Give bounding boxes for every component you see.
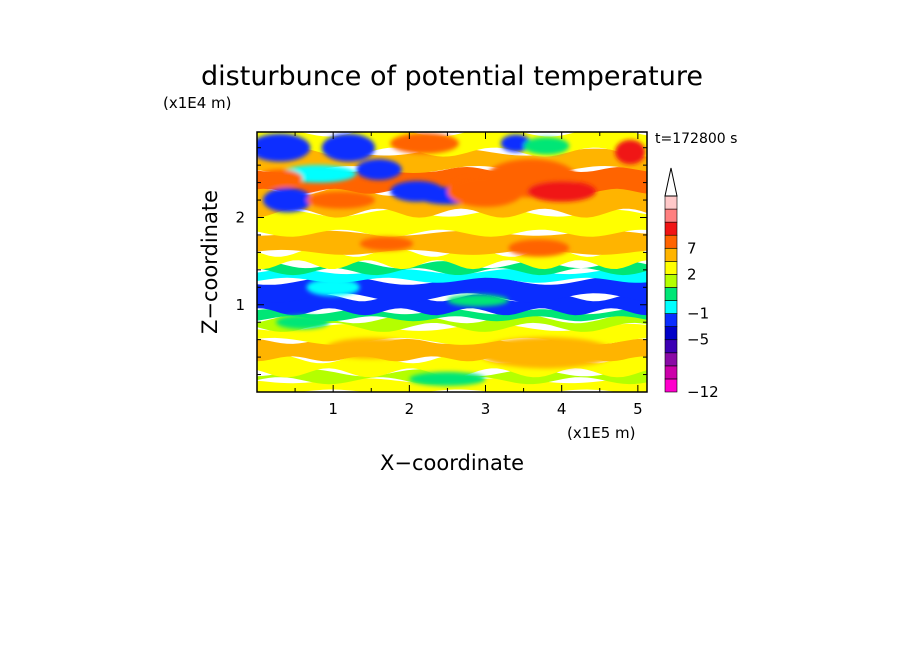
x-tick-label: 1 <box>328 400 338 418</box>
colorbar-extend-arrow <box>664 167 678 197</box>
x-tick-label: 2 <box>405 400 415 418</box>
y-tick-label: 1 <box>235 296 245 314</box>
y-scale-label: (x1E4 m) <box>163 94 232 112</box>
colorbar-segment <box>664 313 678 327</box>
colorbar-segment <box>664 247 678 262</box>
contour-blob <box>447 294 509 307</box>
colorbar: −12−5−127 <box>664 167 719 401</box>
contour-blob <box>359 236 414 251</box>
contour-band <box>257 209 647 237</box>
x-axis-ticks: 1 2 3 4 5 <box>294 132 643 418</box>
colorbar-segment <box>664 300 678 314</box>
contour-blob <box>263 187 312 213</box>
contour-blob <box>527 180 596 202</box>
colorbar-tick-label: −12 <box>687 383 719 401</box>
contour-blob <box>325 337 417 359</box>
contour-blob <box>257 133 311 162</box>
y-axis-label: Z−coordinate <box>198 190 222 334</box>
chart-title: disturbunce of potential temperature <box>201 61 703 92</box>
colorbar-tick-label: −1 <box>687 305 709 323</box>
colorbar-segment <box>664 352 678 367</box>
colorbar-segment <box>664 208 678 223</box>
contour-blobs <box>257 132 646 386</box>
colorbar-segment <box>664 378 678 393</box>
plot-frame <box>256 131 648 393</box>
contour-blob <box>615 139 646 165</box>
colorbar-tick-label: −5 <box>687 331 709 349</box>
contour-blob <box>306 278 360 297</box>
contour-blob <box>523 137 570 155</box>
colorbar-segment <box>664 287 678 301</box>
time-label: t=172800 s <box>655 131 737 147</box>
contour-blob <box>500 134 532 153</box>
contour-blob <box>409 371 486 386</box>
colorbar-segment <box>664 365 678 380</box>
x-tick-label: 3 <box>481 400 491 418</box>
colorbar-segment <box>664 326 678 341</box>
contour-blob <box>257 169 303 187</box>
colorbar-segment <box>664 261 678 275</box>
colorbar-tick-label: 2 <box>687 265 697 283</box>
contour-blob <box>306 191 376 209</box>
contour-blob <box>321 133 376 162</box>
colorbar-segment <box>664 221 678 236</box>
x-tick-label: 4 <box>557 400 567 418</box>
contour-plot-area <box>257 132 647 392</box>
y-axis-ticks: 12 <box>235 147 647 376</box>
y-tick-label: 2 <box>235 209 245 227</box>
contour-band <box>257 269 647 283</box>
x-scale-label: (x1E5 m) <box>567 424 636 442</box>
contour-blob <box>508 239 570 257</box>
colorbar-tick-label: 7 <box>687 239 697 257</box>
contour-band <box>257 314 647 332</box>
contour-blob <box>390 132 459 154</box>
x-tick-label: 5 <box>633 400 643 418</box>
colorbar-segment <box>664 339 678 354</box>
contour-blob <box>356 159 402 180</box>
colorbar-segment <box>664 234 678 249</box>
colorbar-segment <box>664 274 678 288</box>
x-axis-label: X−coordinate <box>380 451 524 475</box>
contour-blob <box>276 315 330 330</box>
contour-blob <box>477 337 616 369</box>
colorbar-segment <box>664 195 678 210</box>
